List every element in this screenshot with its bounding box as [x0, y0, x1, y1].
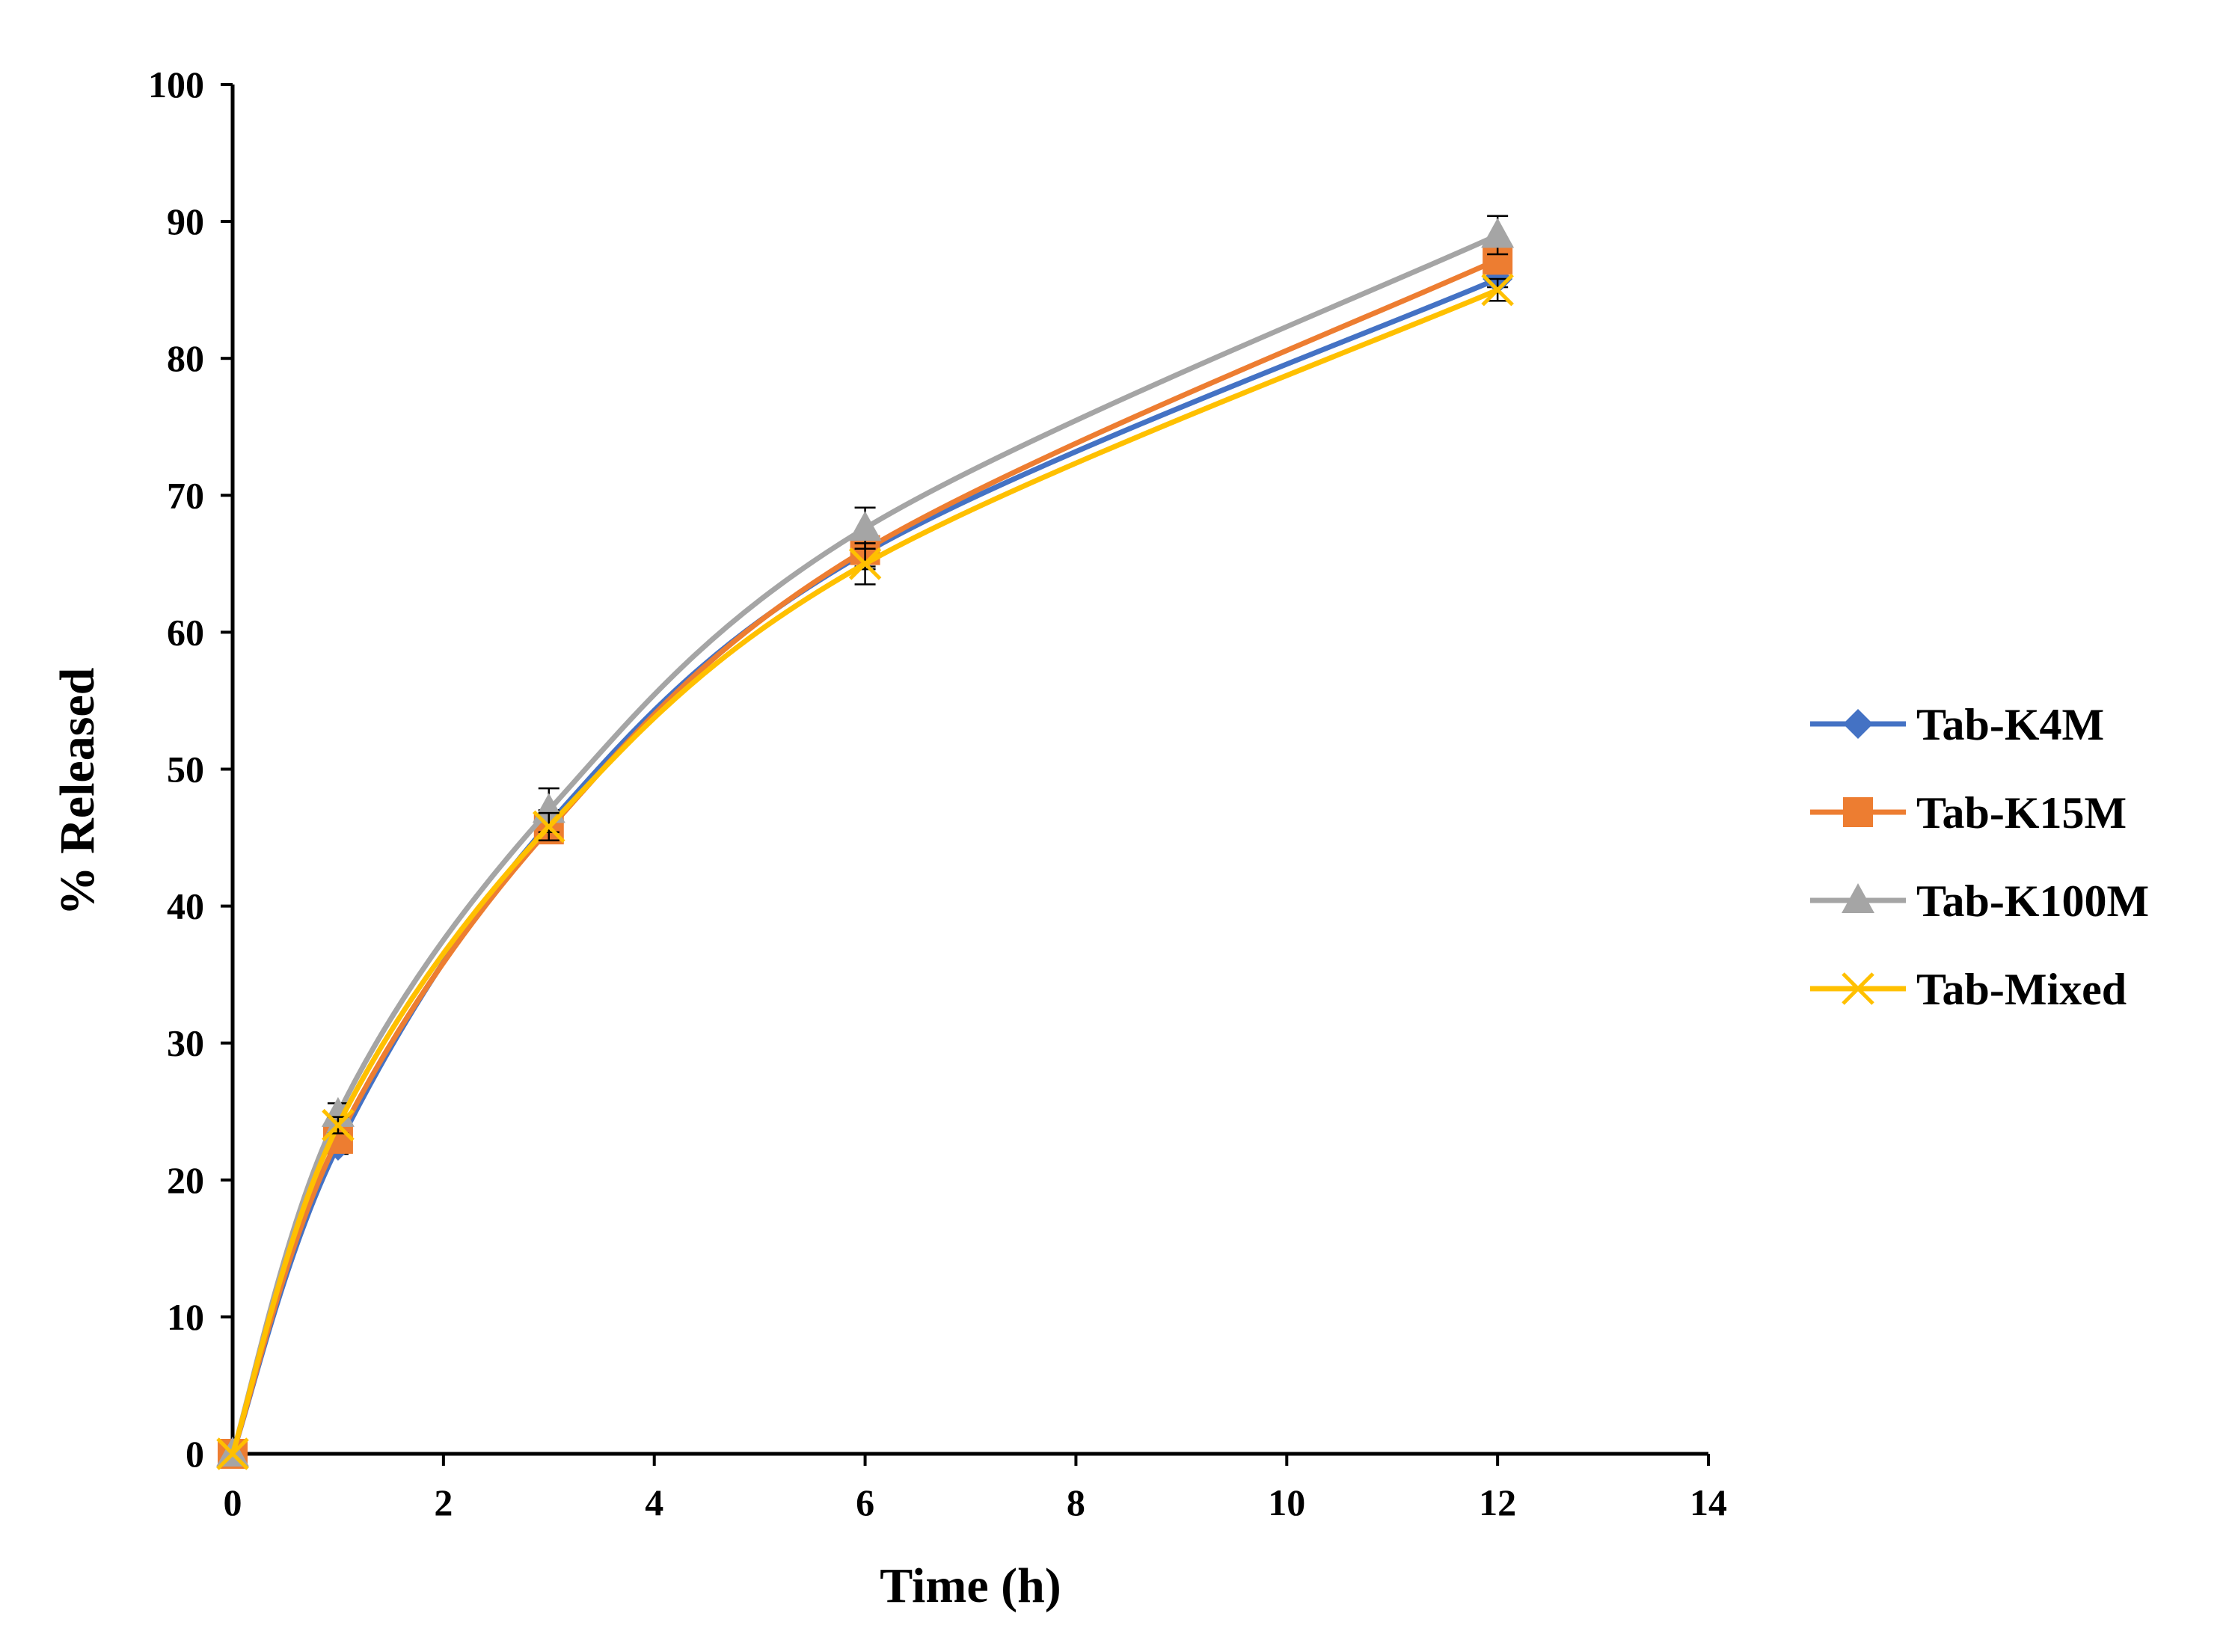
series-tab-k4m [218, 264, 1513, 1469]
y-tick-label: 60 [167, 611, 204, 653]
x-tick-label: 12 [1479, 1481, 1516, 1523]
series-tab-k100m [216, 215, 1515, 1467]
legend-label: Tab-Mixed [1916, 965, 2127, 1014]
marker-stroke [848, 547, 882, 580]
x-tick-label: 8 [1067, 1481, 1085, 1523]
legend-marker [1843, 709, 1873, 739]
marker-stroke [216, 1437, 249, 1470]
series-line [230, 276, 1499, 1455]
legend-marker [1843, 797, 1873, 827]
legend-item-tab-k100m: Tab-K100M [1810, 876, 2149, 926]
legend-marker [1842, 883, 1874, 913]
series-layer [216, 215, 1515, 1470]
y-tick-label: 100 [148, 64, 204, 105]
y-tick-label: 80 [167, 337, 204, 379]
data-point [216, 1437, 249, 1470]
x-tick-label: 0 [224, 1481, 242, 1523]
legend-label: Tab-K15M [1916, 788, 2127, 838]
x-tick-label: 4 [645, 1481, 663, 1523]
data-point [533, 810, 565, 844]
y-tick-label: 0 [186, 1433, 204, 1475]
y-tick-label: 90 [167, 200, 204, 242]
x-tick-label: 10 [1268, 1481, 1305, 1523]
legend-marker [1842, 972, 1874, 1005]
marker-stroke [322, 1108, 355, 1142]
x-tick-label: 6 [856, 1481, 874, 1523]
data-point [1481, 273, 1514, 307]
data-point [322, 1108, 355, 1142]
marker-stroke [1481, 273, 1514, 307]
legend-label: Tab-K4M [1916, 700, 2104, 749]
series-line [230, 233, 1499, 1455]
legend: Tab-K4M Tab-K15M Tab-K100M Tab-Mixed [1810, 700, 2149, 1014]
data-point [1481, 218, 1515, 248]
series-tab-k15m [218, 245, 1513, 1469]
legend-label: Tab-K100M [1916, 876, 2149, 926]
axes [221, 83, 1710, 1466]
tick-labels: 0 10 20 30 40 50 60 70 80 90 100 0 2 4 6 8 10 12 14 [148, 64, 1727, 1523]
y-tick-label: 70 [167, 474, 204, 516]
marker-stroke [1842, 972, 1874, 1005]
data-point [848, 511, 882, 541]
series-line [230, 257, 1499, 1455]
y-tick-label: 10 [167, 1296, 204, 1338]
y-tick-label: 50 [167, 749, 204, 790]
y-tick-label: 40 [167, 885, 204, 927]
x-axis-title: Time (h) [880, 1559, 1061, 1613]
y-axis-title: % Released [50, 668, 105, 916]
legend-item-tab-k4m: Tab-K4M [1810, 700, 2104, 749]
legend-item-tab-mixed: Tab-Mixed [1810, 965, 2127, 1014]
y-tick-label: 30 [167, 1022, 204, 1064]
y-tick-label: 20 [167, 1159, 204, 1201]
legend-item-tab-k15m: Tab-K15M [1810, 788, 2127, 838]
series-line [230, 287, 1499, 1455]
data-point [848, 547, 882, 580]
marker-stroke [533, 810, 565, 844]
series-tab-mixed [216, 273, 1514, 1470]
x-tick-label: 2 [434, 1481, 453, 1523]
x-tick-label: 14 [1690, 1481, 1727, 1523]
